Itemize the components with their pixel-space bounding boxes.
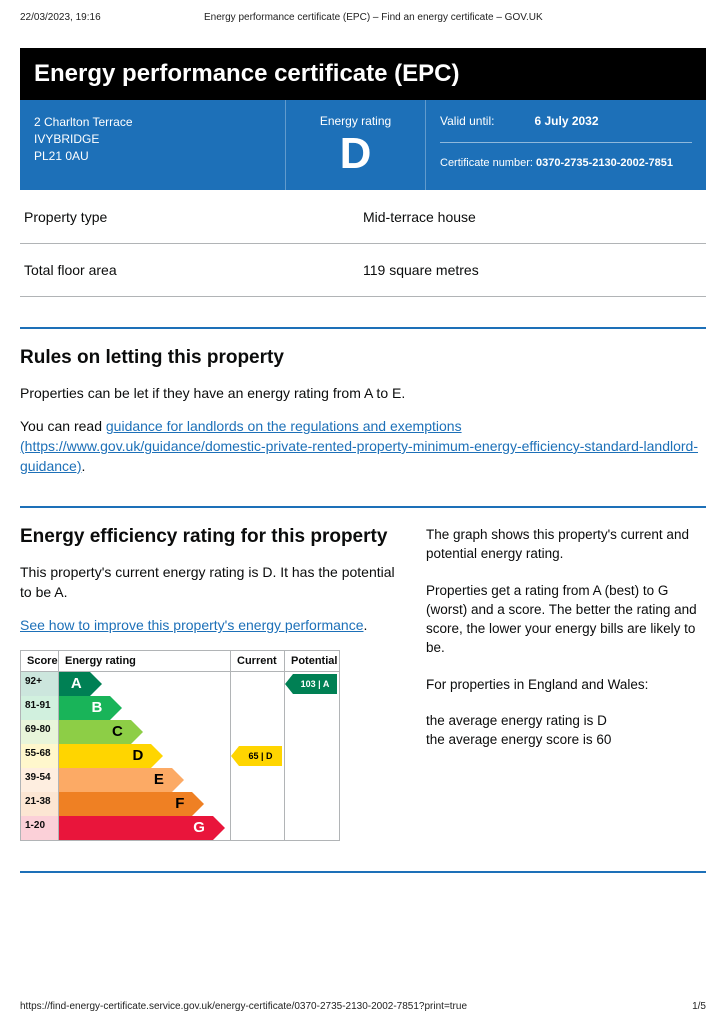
chart-body: 92+A103 | A81-91B69-80C55-68D65 | D39-54…: [21, 672, 339, 840]
chart-potential-cell: [285, 768, 339, 792]
chart-row: 92+A 103 | A: [21, 672, 339, 696]
chart-bar-cell: C: [59, 720, 231, 744]
address-line1: 2 Charlton Terrace: [34, 114, 271, 131]
chart-row: 55-68D 65 | D: [21, 744, 339, 768]
chart-score-cell: 81-91: [21, 696, 59, 720]
chart-potential-cell: 103 | A: [285, 672, 339, 696]
section-divider: [20, 327, 706, 329]
chart-potential-cell: [285, 720, 339, 744]
chart-bar: D: [59, 744, 151, 768]
print-date: 22/03/2023, 19:16: [20, 12, 101, 23]
chart-bar-cell: G: [59, 816, 231, 840]
chart-bar: F: [59, 792, 192, 816]
chart-header-current: Current: [231, 651, 285, 671]
chart-header-score: Score: [21, 651, 59, 671]
chart-score-cell: 69-80: [21, 720, 59, 744]
efficiency-p1: This property's current energy rating is…: [20, 563, 396, 602]
chart-row: 81-91B: [21, 696, 339, 720]
chart-bar-cell: B: [59, 696, 231, 720]
chart-row: 21-38F: [21, 792, 339, 816]
chart-potential-cell: [285, 792, 339, 816]
valid-until-value: 6 July 2032: [534, 114, 598, 128]
chart-current-cell: [231, 768, 285, 792]
chart-potential-cell: [285, 744, 339, 768]
chart-score-cell: 39-54: [21, 768, 59, 792]
chart-bar: C: [59, 720, 131, 744]
letting-p1: Properties can be let if they have an en…: [20, 384, 706, 404]
chart-bar-cell: E: [59, 768, 231, 792]
address-block: 2 Charlton Terrace IVYBRIDGE PL21 0AU: [20, 100, 286, 190]
property-type-row: Property type Mid-terrace house: [20, 191, 706, 244]
section-divider: [20, 506, 706, 508]
graph-explain-p2: Properties get a rating from A (best) to…: [426, 582, 706, 658]
floor-area-row: Total floor area 119 square metres: [20, 244, 706, 297]
improve-link[interactable]: See how to improve this property's energ…: [20, 617, 364, 633]
landlord-guidance-link[interactable]: guidance for landlords on the regulation…: [20, 418, 698, 473]
chart-header-potential: Potential: [285, 651, 339, 671]
address-line2: IVYBRIDGE: [34, 131, 271, 148]
potential-rating-tag: 103 | A: [293, 674, 337, 694]
chart-current-cell: [231, 720, 285, 744]
chart-bar: G: [59, 816, 213, 840]
chart-current-cell: [231, 696, 285, 720]
rating-label: Energy rating: [296, 114, 415, 128]
chart-bar: E: [59, 768, 172, 792]
rating-letter: D: [296, 132, 415, 176]
chart-score-cell: 55-68: [21, 744, 59, 768]
cert-value: 0370-2735-2130-2002-7851: [536, 157, 673, 169]
property-type-value: Mid-terrace house: [363, 209, 702, 225]
chart-score-cell: 1-20: [21, 816, 59, 840]
footer-url: https://find-energy-certificate.service.…: [20, 1001, 467, 1012]
floor-area-label: Total floor area: [24, 262, 363, 278]
letting-p2: You can read guidance for landlords on t…: [20, 417, 706, 476]
chart-header: Score Energy rating Current Potential: [21, 651, 339, 672]
summary-banner: 2 Charlton Terrace IVYBRIDGE PL21 0AU En…: [20, 100, 706, 191]
rating-chart: Score Energy rating Current Potential 92…: [20, 650, 340, 841]
print-header: 22/03/2023, 19:16 Energy performance cer…: [20, 12, 706, 23]
chart-bar-cell: F: [59, 792, 231, 816]
chart-current-cell: [231, 816, 285, 840]
graph-explain-p4: the average energy rating is D the avera…: [426, 712, 706, 750]
chart-bar: A: [59, 672, 90, 696]
chart-current-cell: 65 | D: [231, 744, 285, 768]
graph-explain-p1: The graph shows this property's current …: [426, 526, 706, 564]
chart-bar: B: [59, 696, 110, 720]
footer-page: 1/5: [692, 1001, 706, 1012]
address-line3: PL21 0AU: [34, 148, 271, 165]
chart-score-cell: 21-38: [21, 792, 59, 816]
chart-bar-cell: A: [59, 672, 231, 696]
rating-box: Energy rating D: [286, 100, 426, 190]
efficiency-heading: Energy efficiency rating for this proper…: [20, 526, 396, 549]
validity-block: Valid until: 6 July 2032 Certificate num…: [426, 100, 706, 190]
cert-label: Certificate number:: [440, 157, 533, 169]
print-title: Energy performance certificate (EPC) – F…: [204, 12, 543, 23]
chart-current-cell: [231, 672, 285, 696]
letting-heading: Rules on letting this property: [20, 347, 706, 370]
page-title: Energy performance certificate (EPC): [20, 48, 706, 100]
chart-row: 39-54E: [21, 768, 339, 792]
chart-potential-cell: [285, 696, 339, 720]
chart-header-rating: Energy rating: [59, 651, 231, 671]
floor-area-value: 119 square metres: [363, 262, 702, 278]
chart-bar-cell: D: [59, 744, 231, 768]
chart-potential-cell: [285, 816, 339, 840]
valid-until-label: Valid until:: [440, 114, 494, 128]
graph-explain-p3: For properties in England and Wales:: [426, 676, 706, 695]
property-type-label: Property type: [24, 209, 363, 225]
current-rating-tag: 65 | D: [239, 746, 282, 766]
chart-row: 69-80C: [21, 720, 339, 744]
chart-row: 1-20G: [21, 816, 339, 840]
chart-current-cell: [231, 792, 285, 816]
print-footer: https://find-energy-certificate.service.…: [20, 1001, 706, 1012]
chart-score-cell: 92+: [21, 672, 59, 696]
section-divider: [20, 871, 706, 873]
